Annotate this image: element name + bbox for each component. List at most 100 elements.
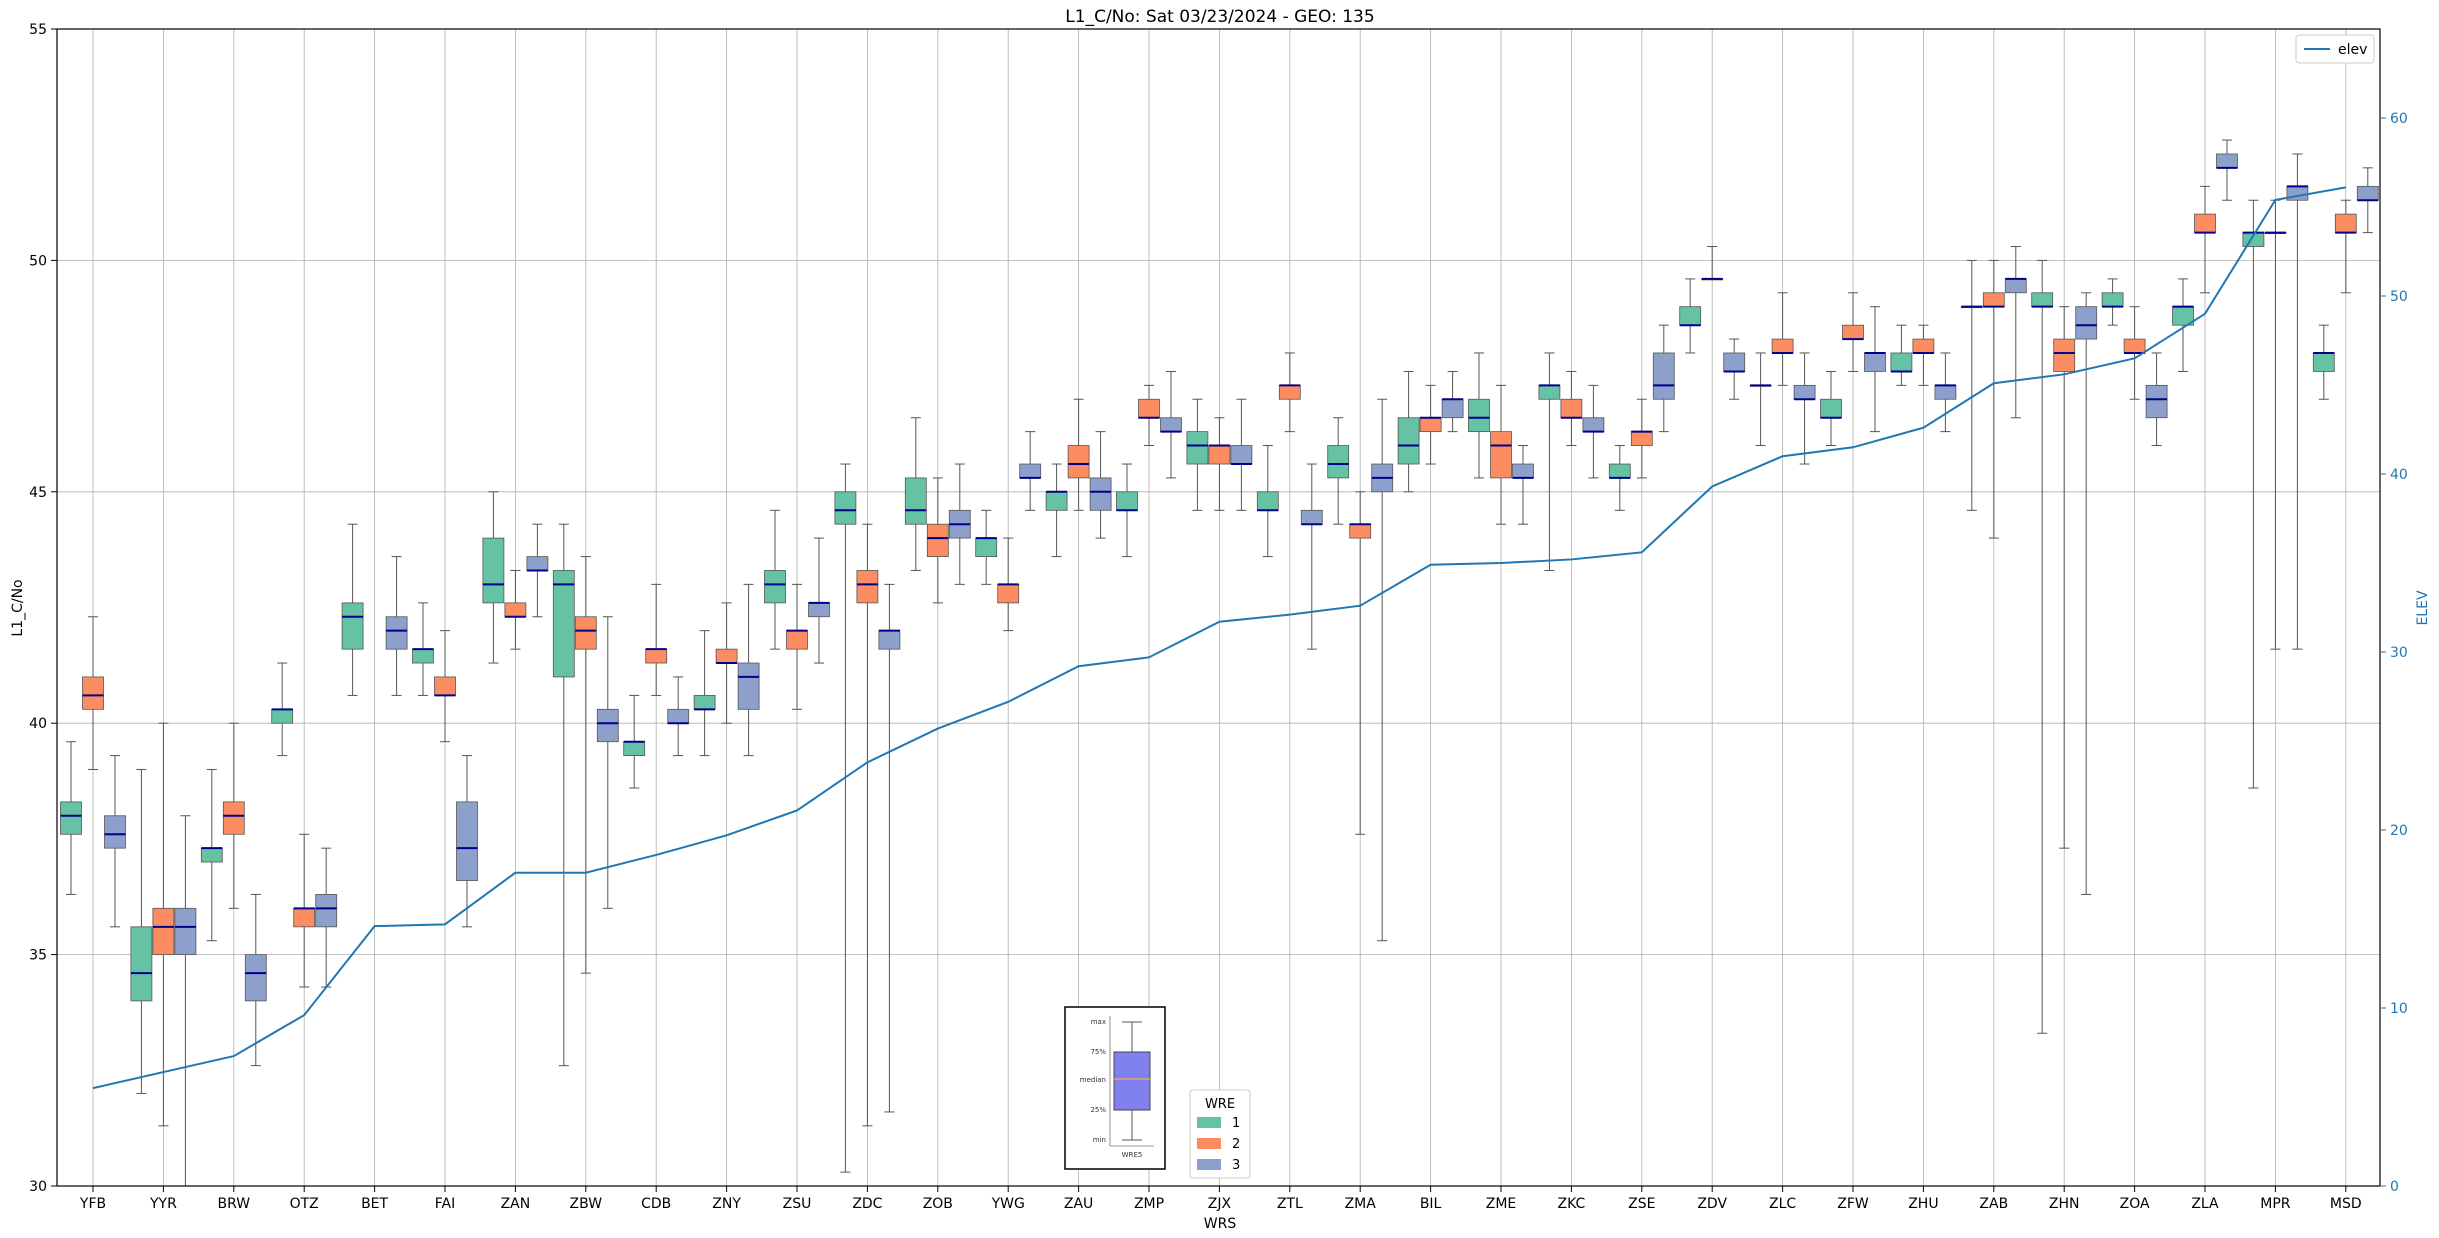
- x-tick-label: FAI: [435, 1196, 455, 1212]
- iqr-box: [1230, 445, 1253, 465]
- axis-layer: 30 35 40 45 50 55 0 10 20 30 40 50 60 YFB YYR BRW OTZ BET…: [29, 22, 2408, 1212]
- iqr-box: [1608, 463, 1631, 479]
- y2-axis-label: ELEV: [2415, 590, 2431, 625]
- iqr-box: [667, 708, 690, 724]
- iqr-box: [1512, 463, 1534, 479]
- line-legend-frame: [2295, 34, 2375, 64]
- box-zoa-wre2: [2123, 306, 2146, 400]
- iqr-box: [412, 648, 434, 664]
- box-zse-wre3: [1652, 324, 1675, 433]
- iqr-box: [552, 570, 575, 678]
- box-yyr-wre2: [152, 722, 175, 1127]
- box-legend-label-1: 1: [1232, 1116, 1240, 1131]
- iqr-box: [1208, 445, 1231, 465]
- box-zob-wre3: [948, 463, 971, 585]
- box-bet-wre3: [385, 556, 408, 696]
- box-zla-wre3: [2216, 139, 2238, 201]
- box-ztl-wre1: [1256, 445, 1279, 558]
- iqr-box: [222, 801, 245, 835]
- box-zla-wre1: [2172, 278, 2194, 372]
- box-key-inset: max 75% median 25% min WRE5: [1064, 1006, 1166, 1170]
- iqr-box: [786, 630, 808, 650]
- box-bet-wre1: [341, 523, 364, 696]
- box-zob-wre2: [926, 477, 949, 604]
- x-tick-label: MSD: [2330, 1196, 2362, 1212]
- iqr-box: [1912, 338, 1935, 354]
- box-zab-wre2: [1982, 259, 2005, 539]
- box-zdc-wre1: [834, 463, 857, 1173]
- iqr-box: [1349, 523, 1372, 539]
- box-yyr-wre1: [130, 768, 153, 1094]
- x-tick-label: YWG: [991, 1196, 1025, 1212]
- iqr-box: [385, 616, 408, 650]
- iqr-box: [293, 907, 316, 928]
- box-zjx-wre1: [1186, 398, 1209, 511]
- box-zjx-wre3: [1230, 398, 1253, 511]
- iqr-box: [2004, 278, 2027, 294]
- box-zau-wre1: [1045, 463, 1068, 558]
- iqr-box: [574, 616, 597, 650]
- box-zme-wre3: [1512, 445, 1534, 525]
- iqr-box: [315, 894, 338, 928]
- box-legend: WRE 1 2 3: [1189, 1089, 1251, 1179]
- box-zbw-wre1: [552, 523, 575, 1067]
- x-tick-label: MPR: [2260, 1196, 2291, 1212]
- iqr-box: [2075, 306, 2098, 340]
- box-zab-wre3: [2004, 246, 2027, 419]
- iqr-box: [1419, 417, 1442, 433]
- box-yfb-wre2: [82, 616, 104, 770]
- x-tick-label: ZAU: [1064, 1196, 1093, 1212]
- box-msd-wre2: [2334, 199, 2357, 294]
- x-tick-label: BIL: [1420, 1196, 1442, 1212]
- box-layer: [60, 139, 2379, 1187]
- box-legend-frame: [1189, 1089, 1251, 1179]
- iqr-box: [341, 602, 364, 650]
- iqr-box: [2334, 213, 2357, 234]
- x-tick-label: ZOB: [923, 1196, 953, 1212]
- iqr-box: [1327, 445, 1350, 479]
- x-tick-label: YFB: [79, 1196, 106, 1212]
- iqr-box: [1067, 445, 1090, 479]
- box-zmp-wre3: [1160, 370, 1182, 479]
- box-msd-wre1: [2312, 324, 2335, 400]
- box-zsu-wre3: [808, 537, 830, 664]
- box-key-q1-label: 25%: [1090, 1106, 1106, 1114]
- x-tick-label: ZOA: [2120, 1196, 2150, 1212]
- box-zsu-wre2: [786, 583, 808, 710]
- x-tick-label: ZHU: [1908, 1196, 1938, 1212]
- iqr-box: [434, 676, 456, 696]
- x-tick-label: OTZ: [290, 1196, 319, 1212]
- box-cdb-wre2: [645, 583, 668, 696]
- iqr-box: [174, 907, 197, 956]
- box-zny-wre3: [737, 583, 760, 757]
- x-tick-label: BET: [361, 1196, 388, 1212]
- x-tick-label: ZAB: [1979, 1196, 2008, 1212]
- x-axis-label: WRS: [1204, 1216, 1237, 1232]
- box-zbw-wre2: [574, 556, 597, 974]
- box-zla-wre2: [2194, 185, 2216, 294]
- y-tick-label: 40: [29, 716, 47, 732]
- x-tick-label: ZAN: [501, 1196, 531, 1212]
- y2-tick-label: 30: [2390, 645, 2408, 661]
- box-key-q3-label: 75%: [1090, 1048, 1106, 1056]
- box-zme-wre1: [1468, 352, 1490, 479]
- box-zkc-wre2: [1560, 370, 1583, 447]
- box-zan-wre3: [526, 523, 549, 618]
- box-ywg-wre1: [975, 509, 998, 585]
- iqr-box: [1582, 417, 1605, 433]
- x-tick-label: ZDC: [852, 1196, 882, 1212]
- iqr-box: [878, 630, 901, 650]
- box-zse-wre2: [1630, 398, 1653, 479]
- iqr-box: [200, 847, 223, 863]
- box-zau-wre2: [1067, 398, 1090, 511]
- iqr-box: [856, 570, 879, 604]
- box-zab-wre1: [1960, 259, 1983, 511]
- iqr-box: [1842, 324, 1864, 340]
- x-tick-label: ZNY: [712, 1196, 741, 1212]
- y2-tick-label: 50: [2390, 289, 2408, 305]
- iqr-box: [1771, 338, 1794, 354]
- iqr-box: [271, 708, 294, 724]
- box-zob-wre1: [904, 417, 927, 571]
- iqr-box: [2356, 185, 2379, 201]
